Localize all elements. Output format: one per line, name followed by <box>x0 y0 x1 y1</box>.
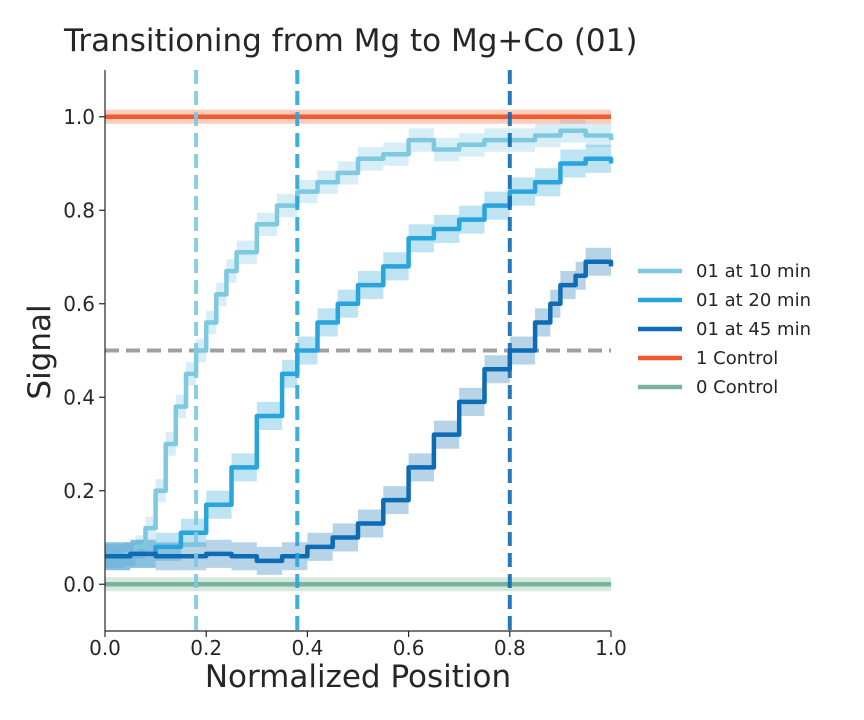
x-tick-label: 0.6 <box>393 636 425 660</box>
x-axis-label: Normalized Position <box>205 659 511 695</box>
x-tick-label: 0.8 <box>494 636 526 660</box>
legend-label-1: 01 at 20 min <box>696 290 811 311</box>
y-tick-label: 0.2 <box>63 479 95 503</box>
y-axis-label: Signal <box>22 304 58 399</box>
y-tick-label: 0.6 <box>63 292 95 316</box>
legend-label-4: 0 Control <box>696 377 778 398</box>
x-tick-label: 1.0 <box>595 636 627 660</box>
y-tick-label: 0.4 <box>63 385 95 409</box>
series-line-2 <box>105 259 614 564</box>
legend: 01 at 10 min 01 at 20 min 01 at 45 min 1 Co… <box>638 261 811 398</box>
chart-title: Transitioning from Mg to Mg+Co (01) <box>63 23 637 59</box>
legend-label-0: 01 at 10 min <box>696 261 811 282</box>
x-tick-label: 0.2 <box>190 636 222 660</box>
y-tick-label: 0.8 <box>63 198 95 222</box>
x-axis-ticks: 0.0 0.2 0.4 0.6 0.8 1.0 <box>89 631 627 660</box>
x-tick-label: 0.0 <box>89 636 121 660</box>
x-tick-label: 0.4 <box>291 636 323 660</box>
y-tick-label: 0.0 <box>63 572 95 596</box>
series-band-2 <box>105 247 611 575</box>
y-tick-label: 1.0 <box>63 105 95 129</box>
series-line-1 <box>105 156 614 559</box>
series-line-0 <box>105 128 614 559</box>
legend-label-3: 1 Control <box>696 348 778 369</box>
plot-area <box>105 70 614 631</box>
y-axis-ticks: 0.0 0.2 0.4 0.6 0.8 1.0 <box>63 105 105 596</box>
series-band-1 <box>105 144 611 571</box>
legend-label-2: 01 at 45 min <box>696 319 811 340</box>
